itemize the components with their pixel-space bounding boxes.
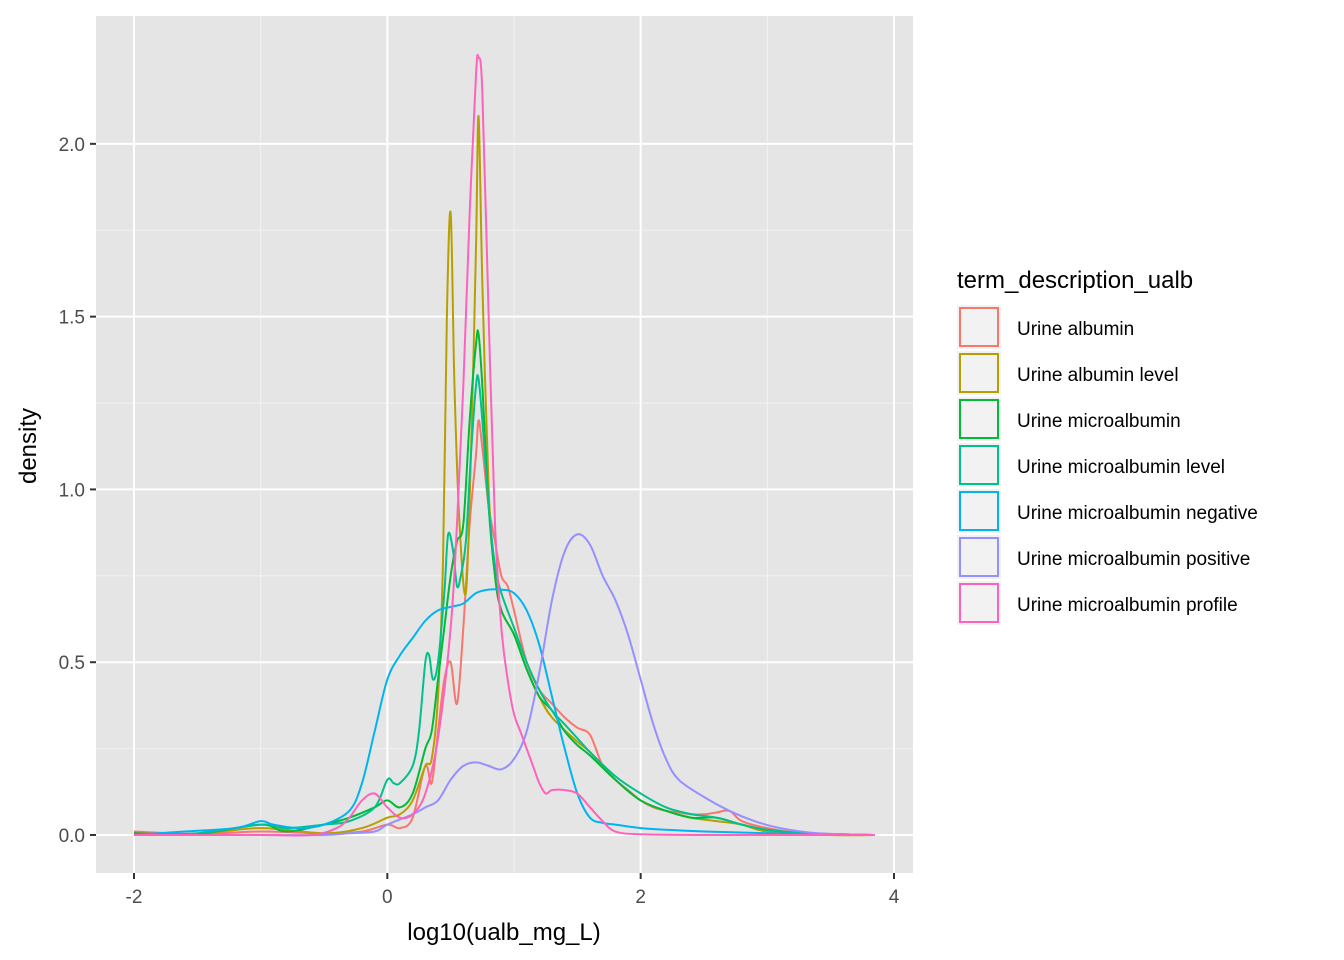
- legend-label: Urine microalbumin: [1017, 411, 1181, 432]
- series-line-5: [133, 533, 876, 837]
- y-axis-tick-labels: 0.0 0.5 1.0 1.5 2.0: [59, 135, 85, 847]
- series-line-3: [133, 374, 876, 836]
- legend-key: [959, 307, 999, 347]
- legend-item: Urine microalbumin level: [957, 443, 1225, 487]
- legend-label: Urine albumin: [1017, 319, 1134, 340]
- legend-item: Urine microalbumin negative: [957, 489, 1258, 533]
- y-tick-label: 2.0: [59, 135, 85, 156]
- y-tick-label: 1.5: [59, 308, 85, 329]
- legend-label: Urine microalbumin level: [1017, 457, 1225, 478]
- series-line-6: [133, 53, 876, 837]
- y-tick-label: 0.5: [59, 653, 85, 674]
- legend-key-bg: [957, 489, 1001, 533]
- legend-item: Urine microalbumin: [957, 397, 1181, 441]
- legend-key: [959, 399, 999, 439]
- legend-label: Urine albumin level: [1017, 365, 1179, 386]
- y-tick-label: 0.0: [59, 826, 85, 847]
- x-axis-tick-labels: -2 0 2 4: [126, 887, 900, 908]
- y-axis-title: density: [15, 408, 42, 484]
- legend-label: Urine microalbumin negative: [1017, 503, 1258, 524]
- x-tick-label: 0: [382, 887, 393, 908]
- legend-key: [959, 353, 999, 393]
- legend-key-bg: [957, 305, 1001, 349]
- axis-ticks: [90, 142, 895, 879]
- legend-key-bg: [957, 397, 1001, 441]
- legend-item: Urine albumin: [957, 305, 1134, 349]
- plot-panel: [96, 16, 913, 873]
- legend-item: Urine microalbumin positive: [957, 535, 1250, 579]
- y-tick-label: 1.0: [59, 480, 85, 501]
- legend-key-bg: [957, 351, 1001, 395]
- legend: term_description_ualb Urine albuminUrine…: [957, 267, 1258, 625]
- legend-key: [959, 583, 999, 623]
- legend-item: Urine albumin level: [957, 351, 1179, 395]
- series-line-4: [133, 588, 876, 836]
- legend-key-bg: [957, 535, 1001, 579]
- x-tick-label: -2: [126, 887, 143, 908]
- legend-key: [959, 537, 999, 577]
- legend-key-bg: [957, 443, 1001, 487]
- legend-key: [959, 445, 999, 485]
- legend-label: Urine microalbumin positive: [1017, 549, 1250, 570]
- x-tick-label: 4: [889, 887, 900, 908]
- grid-lines: [96, 16, 913, 873]
- density-curves: [133, 53, 876, 837]
- legend-key-bg: [957, 581, 1001, 625]
- x-tick-label: 2: [635, 887, 646, 908]
- legend-key: [959, 491, 999, 531]
- legend-title: term_description_ualb: [957, 267, 1193, 294]
- legend-item: Urine microalbumin profile: [957, 581, 1238, 625]
- legend-label: Urine microalbumin profile: [1017, 595, 1238, 616]
- x-axis-title: log10(ualb_mg_L): [407, 919, 600, 946]
- legend-items: Urine albumin Urine albumin level Urine mi…: [957, 305, 1258, 625]
